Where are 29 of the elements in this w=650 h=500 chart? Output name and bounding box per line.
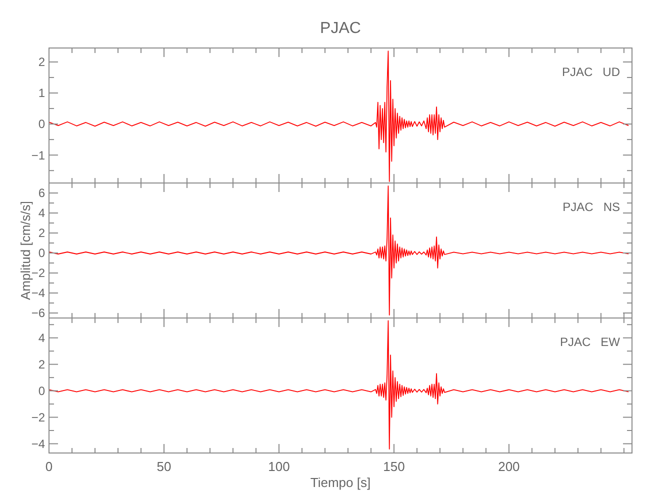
y-tick-label: 1: [38, 86, 46, 100]
y-tick-label: −6: [31, 306, 46, 320]
chart-title: PJAC: [320, 20, 361, 37]
y-tick-label: 0: [38, 246, 46, 260]
y-tick-label: −2: [31, 266, 46, 280]
line-series: [49, 186, 629, 316]
x-tick-label: 200: [498, 459, 520, 474]
y-tick-label: 2: [38, 55, 46, 70]
y-tick-label: 4: [38, 206, 46, 220]
x-axis-title: Tiempo [s]: [310, 475, 371, 490]
x-tick-label: 100: [268, 459, 290, 474]
y-tick-label: 4: [38, 331, 46, 346]
y-tick-label: 2: [38, 226, 46, 240]
annotation: PJAC UD: [562, 65, 620, 79]
annotation: PJAC NS: [562, 200, 620, 214]
y-tick-label: −1: [31, 148, 46, 162]
annotation: PJAC EW: [560, 335, 621, 349]
line-series: [49, 50, 629, 182]
y-axis-title: Amplitud [cm/s/s]: [18, 201, 33, 300]
y-tick-label: −4: [31, 436, 46, 451]
x-tick-label: 50: [156, 459, 172, 474]
y-tick-label: 0: [38, 117, 46, 132]
y-tick-label: 2: [38, 358, 46, 372]
x-tick-label: 150: [383, 459, 405, 474]
line-series: [49, 320, 629, 450]
y-tick-label: 0: [38, 384, 46, 398]
y-tick-label: 6: [38, 186, 46, 200]
y-tick-label: −2: [31, 410, 46, 424]
y-tick-label: −4: [31, 286, 46, 300]
